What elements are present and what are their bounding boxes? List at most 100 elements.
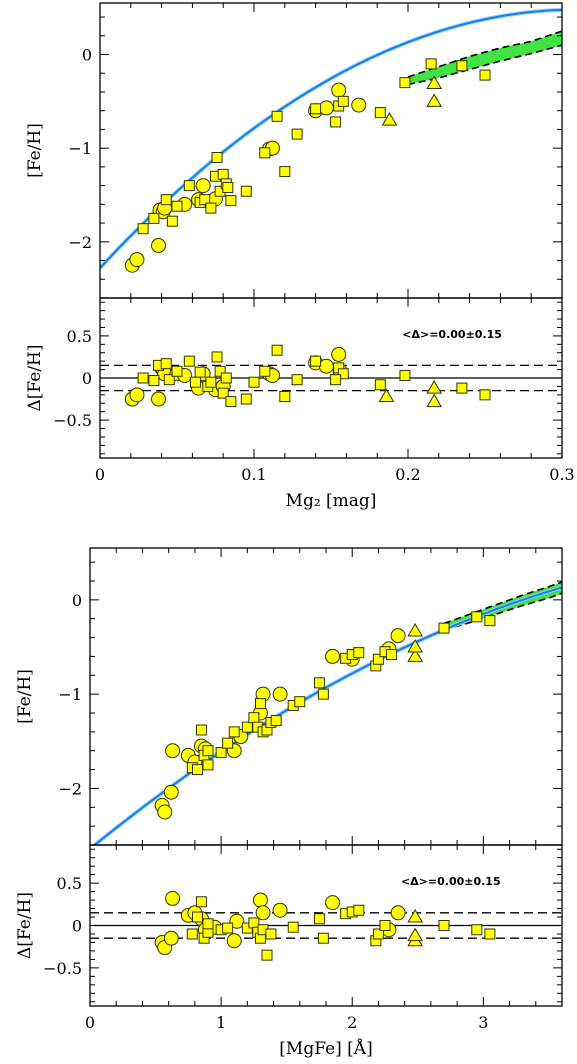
data-point-square <box>240 393 252 405</box>
data-point-square <box>217 387 229 399</box>
data-point-square <box>386 649 398 661</box>
data-point-square <box>222 922 234 934</box>
data-point-square <box>195 724 207 736</box>
data-point-square <box>456 60 468 72</box>
data-point-square <box>220 372 232 384</box>
data-point-square <box>372 928 384 940</box>
data-point-square <box>217 168 229 180</box>
data-point-square <box>271 110 283 122</box>
data-point-square <box>211 351 223 363</box>
data-point-triangle <box>407 639 424 653</box>
y-axis-title: [Fe/H] <box>15 669 35 724</box>
data-point-square <box>183 355 195 367</box>
data-point-square <box>225 195 237 207</box>
data-point-square <box>148 375 160 387</box>
data-point-square <box>160 194 172 206</box>
data-point-square <box>171 200 183 212</box>
data-point-square <box>484 928 496 940</box>
data-point-square <box>317 688 329 700</box>
data-point-square <box>265 928 277 940</box>
data-point-square <box>192 911 204 923</box>
top-main-panel: 0 −1 −2 [Fe/H] <box>25 2 563 299</box>
y-tick-label: 0 <box>82 46 92 65</box>
data-point-square <box>241 721 253 733</box>
x-tick-label: 2 <box>347 1013 357 1032</box>
y-tick-label: 0 <box>72 917 82 936</box>
data-point-square <box>225 396 237 408</box>
data-point-circle <box>351 97 367 113</box>
data-point-circle <box>151 238 167 254</box>
top-main-plot-area <box>100 7 562 273</box>
data-point-square <box>137 372 149 384</box>
data-point-square <box>222 737 234 749</box>
data-point-square <box>259 365 271 377</box>
y-tick-label: 0.5 <box>57 874 82 893</box>
data-point-triangle <box>426 380 443 394</box>
data-point-square <box>148 212 160 224</box>
bottom-main-plot-area <box>91 581 562 845</box>
data-point-square <box>479 389 491 401</box>
data-point-circle <box>331 82 347 98</box>
data-point-square <box>195 896 207 908</box>
x-tick-label: 0.1 <box>241 465 266 484</box>
model-band <box>408 31 562 85</box>
top-residual-plot-area <box>100 344 562 408</box>
bottom-main-panel: 0 −1 −2 [Fe/H] <box>15 547 563 846</box>
data-point-square <box>171 365 183 377</box>
data-point-square <box>294 696 306 708</box>
data-point-square <box>471 924 483 936</box>
data-point-circle <box>325 648 341 664</box>
data-point-triangle <box>426 75 443 90</box>
data-point-circle <box>318 100 334 116</box>
model-band-edge <box>443 581 562 625</box>
data-point-square <box>313 913 325 925</box>
data-point-square <box>399 369 411 381</box>
data-point-circle <box>129 252 145 268</box>
data-point-square <box>240 185 252 197</box>
data-point-square <box>438 920 450 931</box>
data-point-square <box>291 374 303 386</box>
data-point-square <box>337 95 349 107</box>
y-tick-label: 0 <box>72 591 82 610</box>
bottom-residual-plot-area <box>90 890 562 961</box>
x-tick-label: 3 <box>478 1013 488 1032</box>
data-point-square <box>279 166 291 178</box>
data-point-square <box>183 180 195 192</box>
data-point-square <box>248 376 260 388</box>
data-point-square <box>425 58 437 70</box>
x-axis-title: Mg₂ [mag] <box>286 491 377 511</box>
data-point-square <box>186 928 198 940</box>
data-point-triangle <box>407 648 424 662</box>
residual-stats-annotation: <Δ>=0.00±0.15 <box>401 875 501 888</box>
data-point-square <box>379 920 391 931</box>
data-point-circle <box>255 905 271 921</box>
data-point-triangle <box>426 93 443 107</box>
x-tick-label: 0.3 <box>549 465 574 484</box>
data-point-circle <box>151 391 167 407</box>
data-point-square <box>279 391 291 403</box>
data-point-triangle <box>426 393 443 408</box>
data-point-square <box>291 128 303 140</box>
data-point-square <box>259 147 271 159</box>
data-point-square <box>192 764 204 776</box>
data-point-square <box>166 215 178 227</box>
y-tick-label: −0.5 <box>53 411 92 430</box>
data-point-circle <box>325 895 341 911</box>
data-point-circle <box>331 346 347 362</box>
data-point-square <box>438 622 450 634</box>
data-point-square <box>479 69 491 81</box>
y-tick-label: −1 <box>68 139 92 158</box>
fit-curve <box>100 8 562 269</box>
y-tick-label: −2 <box>58 779 82 798</box>
model-band-edge <box>443 592 562 631</box>
data-point-square <box>271 344 283 356</box>
x-tick-label: 1 <box>216 1013 226 1032</box>
data-point-square <box>202 918 214 930</box>
data-point-circle <box>226 933 242 949</box>
data-point-square <box>330 374 342 386</box>
data-point-square <box>202 759 214 771</box>
data-point-triangle <box>407 927 424 942</box>
data-point-square <box>310 355 322 367</box>
data-point-triangle <box>381 112 398 126</box>
